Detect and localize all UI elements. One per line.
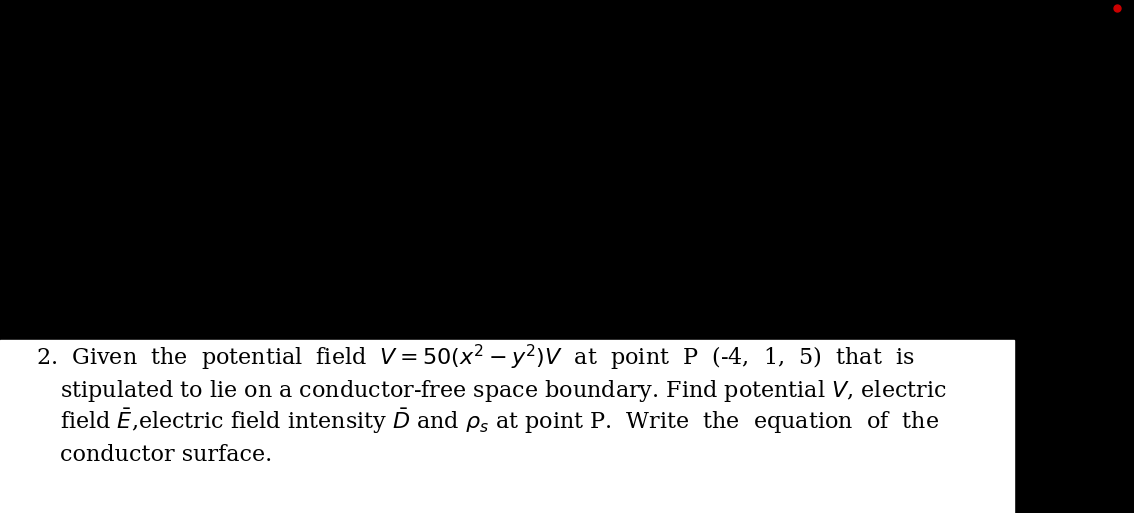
Text: field $\bar{E}$,electric field intensity $\bar{D}$ and $\rho_s$ at point P.  Wri: field $\bar{E}$,electric field intensity… <box>60 407 939 436</box>
Text: stipulated to lie on a conductor-free space boundary. Find potential $V$, electr: stipulated to lie on a conductor-free sp… <box>60 378 947 404</box>
Text: 2.  Given  the  potential  field  $V = 50(x^2 - y^2)V$  at  point  P  (-4,  1,  : 2. Given the potential field $V = 50(x^2… <box>36 343 914 373</box>
Text: conductor surface.: conductor surface. <box>60 444 272 466</box>
Bar <box>0 340 1014 513</box>
